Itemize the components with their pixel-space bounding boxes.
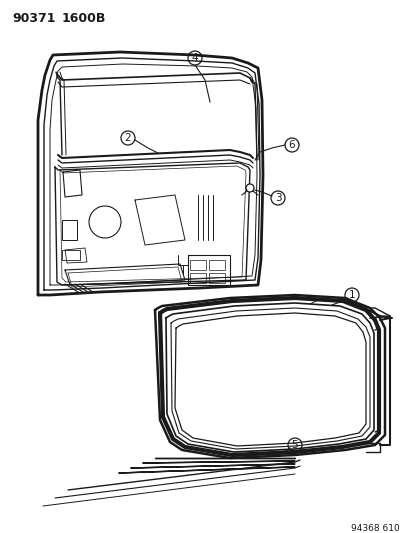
Bar (190, 273, 206, 283)
Circle shape (245, 184, 254, 192)
Bar (188, 255, 230, 285)
Text: 2: 2 (124, 133, 131, 143)
Text: 3: 3 (274, 193, 280, 203)
Bar (190, 260, 206, 270)
Bar (62, 220, 77, 240)
Text: 1: 1 (348, 290, 354, 300)
Text: 6: 6 (288, 140, 294, 150)
Text: 90371: 90371 (12, 12, 55, 25)
Text: 94368 610: 94368 610 (350, 524, 399, 533)
Bar (62, 250, 80, 260)
Bar (209, 260, 224, 270)
Text: 1600B: 1600B (62, 12, 106, 25)
Text: 4: 4 (191, 53, 198, 63)
Bar (209, 273, 224, 283)
Text: 5: 5 (291, 440, 298, 450)
